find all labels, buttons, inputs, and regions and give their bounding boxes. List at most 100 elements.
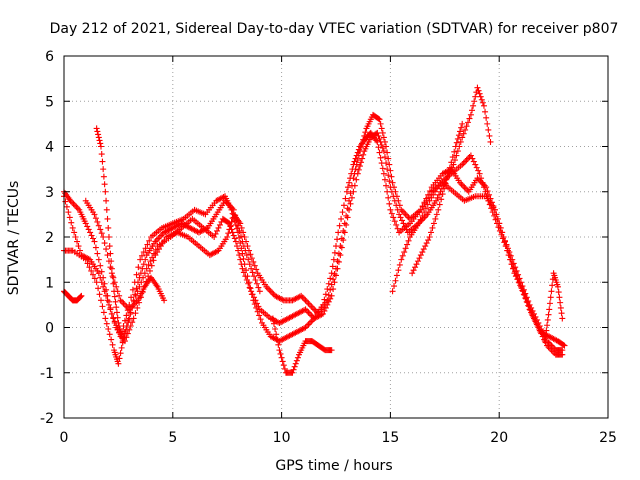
data-point [103,320,110,327]
data-point [399,252,406,259]
data-point [389,288,396,295]
data-point [439,191,446,198]
data-point [475,167,482,174]
data-point [459,134,466,141]
data-point [458,181,465,188]
data-point [460,130,467,137]
data-point [360,151,367,158]
data-point [85,226,92,233]
data-point [419,249,426,256]
data-point [479,99,486,106]
data-point [136,274,143,281]
data-point [510,264,517,271]
data-point [413,261,420,268]
data-point [539,333,546,340]
data-point [335,229,342,236]
data-point [453,139,460,146]
data-point [472,161,479,168]
data-point [445,169,452,176]
data-point [119,338,126,345]
data-point [433,185,440,192]
data-point [359,155,366,162]
data-point [503,243,510,250]
data-point [501,239,508,246]
data-point [84,223,91,230]
data-point [393,193,400,200]
data-point [253,304,260,311]
data-point [327,286,334,293]
data-point [467,111,474,118]
data-point [100,234,107,240]
data-point [92,215,99,222]
data-point [241,261,248,268]
data-point [402,245,409,252]
data-point [233,243,240,250]
data-point [232,212,239,219]
data-point [251,301,258,308]
data-point [533,321,540,328]
data-point [253,266,260,273]
data-point [138,252,145,259]
data-point [133,285,140,292]
data-point [142,256,149,263]
data-point [379,165,386,172]
data-point [87,229,94,236]
data-point [71,202,78,209]
data-point [441,185,448,192]
data-point [471,98,478,105]
data-point [146,237,153,244]
data-point [238,224,245,231]
data-point [244,273,251,280]
data-point [467,152,474,159]
data-point [101,181,108,188]
data-point [274,336,281,343]
data-point [430,220,437,227]
data-point [73,203,80,210]
data-point [513,272,520,279]
data-point [96,137,103,144]
data-point [100,173,107,180]
data-point [417,252,424,259]
data-point [157,243,164,250]
data-point [478,96,485,103]
data-point [270,320,277,327]
data-point [100,309,107,316]
data-point [380,134,387,141]
data-point [110,274,117,281]
data-point [454,135,461,142]
data-point [340,227,347,234]
data-point [396,261,403,268]
data-point [385,155,392,162]
data-point [95,134,102,141]
data-point [306,310,313,317]
data-point [517,283,524,290]
data-point [91,238,98,245]
data-point [139,265,146,272]
data-point [458,124,465,131]
data-point [121,330,128,337]
x-tick-label: 10 [273,430,291,446]
data-point [486,191,493,198]
data-point [328,347,335,354]
data-point [248,255,255,262]
data-point [404,241,411,248]
data-point [433,197,440,204]
data-point [109,341,116,348]
data-point [404,212,411,219]
data-point [390,214,397,221]
data-point [395,267,402,274]
data-point [558,310,565,317]
data-point [104,215,111,222]
data-point [393,221,400,228]
data-point [132,310,139,317]
data-point [493,211,500,218]
data-point [384,166,391,173]
data-point [299,294,306,301]
data-point [101,240,108,247]
data-point [383,143,390,150]
data-point [86,264,93,271]
data-point [358,159,365,166]
data-point [135,264,142,271]
data-point [462,126,469,133]
data-point [62,198,69,205]
